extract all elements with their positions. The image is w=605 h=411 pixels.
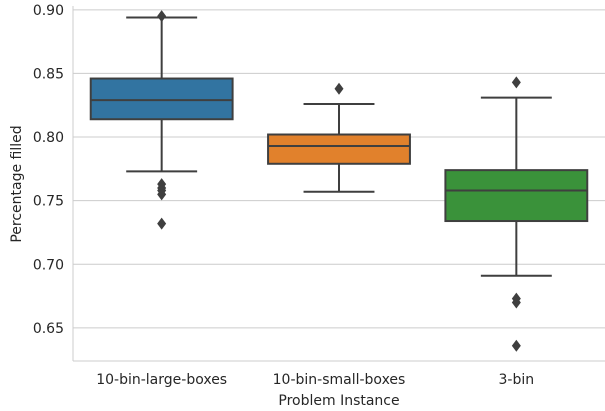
x-tick-label: 3-bin: [499, 372, 535, 388]
box-body: [267, 133, 411, 165]
x-axis-title: Problem Instance: [278, 393, 399, 409]
axis-spines: [72, 6, 605, 362]
box-3-bin: [444, 76, 589, 352]
y-tick-label: 0.70: [33, 257, 64, 273]
box-10-bin-small-boxes: [267, 82, 411, 193]
outlier-marker: [511, 296, 521, 309]
outlier-marker: [157, 10, 167, 23]
x-tick-label: 10-bin-small-boxes: [273, 372, 406, 388]
y-tick-label: 0.65: [33, 321, 64, 337]
box-body: [444, 169, 589, 223]
y-axis-title: Percentage filled: [9, 125, 25, 242]
box-body: [89, 77, 234, 121]
outlier-marker: [511, 339, 521, 352]
x-axis-ticks: 10-bin-large-boxes 10-bin-small-boxes 3-bi…: [96, 372, 534, 388]
outlier-marker: [511, 76, 521, 89]
boxes: [89, 10, 589, 352]
y-axis-ticks: 0.65 0.70 0.75 0.80 0.85 0.90: [33, 3, 64, 337]
x-tick-label: 10-bin-large-boxes: [96, 372, 227, 388]
box-10-bin-large-boxes: [89, 10, 234, 230]
y-tick-label: 0.75: [33, 194, 64, 210]
y-tick-label: 0.80: [33, 130, 64, 146]
outlier-marker: [157, 217, 167, 230]
outlier-marker: [157, 188, 167, 201]
outlier-marker: [334, 82, 344, 95]
y-tick-label: 0.90: [33, 3, 64, 19]
y-tick-label: 0.85: [33, 66, 64, 82]
